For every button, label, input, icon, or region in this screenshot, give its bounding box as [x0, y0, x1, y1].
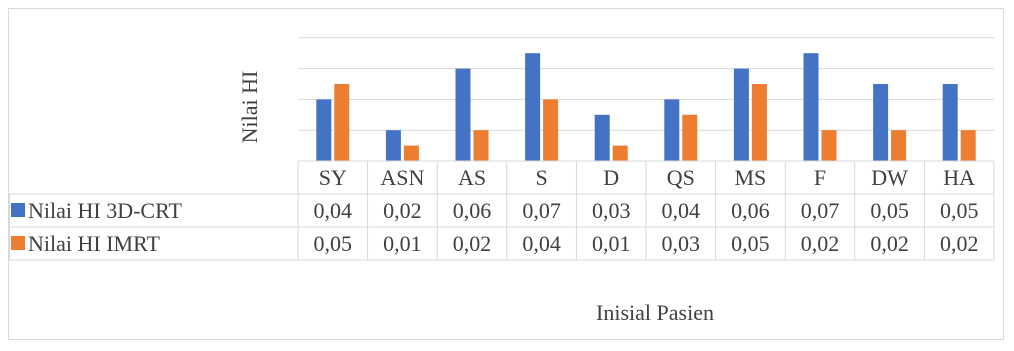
- bar-series2-asn: [403, 145, 419, 161]
- category-label: QS: [667, 165, 695, 190]
- data-table-value: 0,04: [662, 198, 701, 223]
- category-label: DW: [871, 165, 908, 190]
- bar-series1-f: [803, 53, 819, 162]
- bar-series2-dw: [891, 130, 907, 161]
- bar-series1-dw: [873, 84, 889, 161]
- bar-series1-d: [594, 114, 610, 161]
- bar-series1-as: [455, 68, 471, 161]
- bar-series2-ha: [960, 130, 976, 161]
- category-label: F: [814, 165, 826, 190]
- bar-series1-s: [525, 53, 541, 162]
- data-table-value: 0,07: [801, 198, 840, 223]
- bar-series1-asn: [385, 130, 401, 161]
- chart-frame: SY ASN AS S D QS MS F DW HA Nilai HI 3D-CRT 0,04 0,0…: [8, 8, 1004, 340]
- data-table-value: 0,03: [662, 231, 701, 256]
- data-table-value: 0,04: [522, 231, 561, 256]
- bar-series2-ms: [751, 84, 767, 161]
- data-table-value: 0,02: [870, 231, 909, 256]
- x-axis-label: Inisial Pasien: [596, 300, 714, 325]
- data-table-value: 0,05: [314, 231, 353, 256]
- legend-key-1: [11, 203, 25, 217]
- data-table-value: 0,03: [592, 198, 631, 223]
- data-table-value: 0,04: [314, 198, 353, 223]
- data-table-value: 0,05: [940, 198, 979, 223]
- data-table-value: 0,01: [592, 231, 631, 256]
- data-table-value: 0,01: [383, 231, 422, 256]
- bar-series2-d: [612, 145, 628, 161]
- bar-chart: SY ASN AS S D QS MS F DW HA Nilai HI 3D-CRT 0,04 0,0…: [9, 37, 995, 325]
- data-table-value: 0,02: [940, 231, 979, 256]
- category-label: AS: [458, 165, 486, 190]
- y-axis-label: Nilai HI: [237, 71, 262, 144]
- data-table-value: 0,02: [453, 231, 492, 256]
- data-table-value: 0,07: [522, 198, 561, 223]
- legend-label: Nilai HI 3D-CRT: [28, 198, 182, 223]
- bar-series2-sy: [334, 84, 350, 161]
- data-table-value: 0,05: [731, 231, 770, 256]
- category-label: S: [535, 165, 547, 190]
- category-label: HA: [943, 165, 975, 190]
- category-label: D: [603, 165, 619, 190]
- bar-series2-s: [543, 99, 559, 161]
- bar-series1-sy: [316, 99, 332, 161]
- legend-key-2: [11, 236, 25, 250]
- category-label: MS: [735, 165, 767, 190]
- category-label: ASN: [380, 165, 424, 190]
- data-table-value: 0,02: [801, 231, 840, 256]
- bar-series2-as: [473, 130, 489, 161]
- bar-series2-qs: [682, 114, 698, 161]
- data-table-value: 0,06: [731, 198, 770, 223]
- data-table-value: 0,02: [383, 198, 422, 223]
- legend-label: Nilai HI IMRT: [28, 231, 160, 256]
- bar-series1-ms: [733, 68, 749, 161]
- bar-series2-f: [821, 130, 837, 161]
- data-table-value: 0,05: [870, 198, 909, 223]
- category-label: SY: [319, 165, 347, 190]
- data-table-value: 0,06: [453, 198, 492, 223]
- bar-series1-qs: [664, 99, 680, 161]
- bar-series1-ha: [942, 84, 958, 161]
